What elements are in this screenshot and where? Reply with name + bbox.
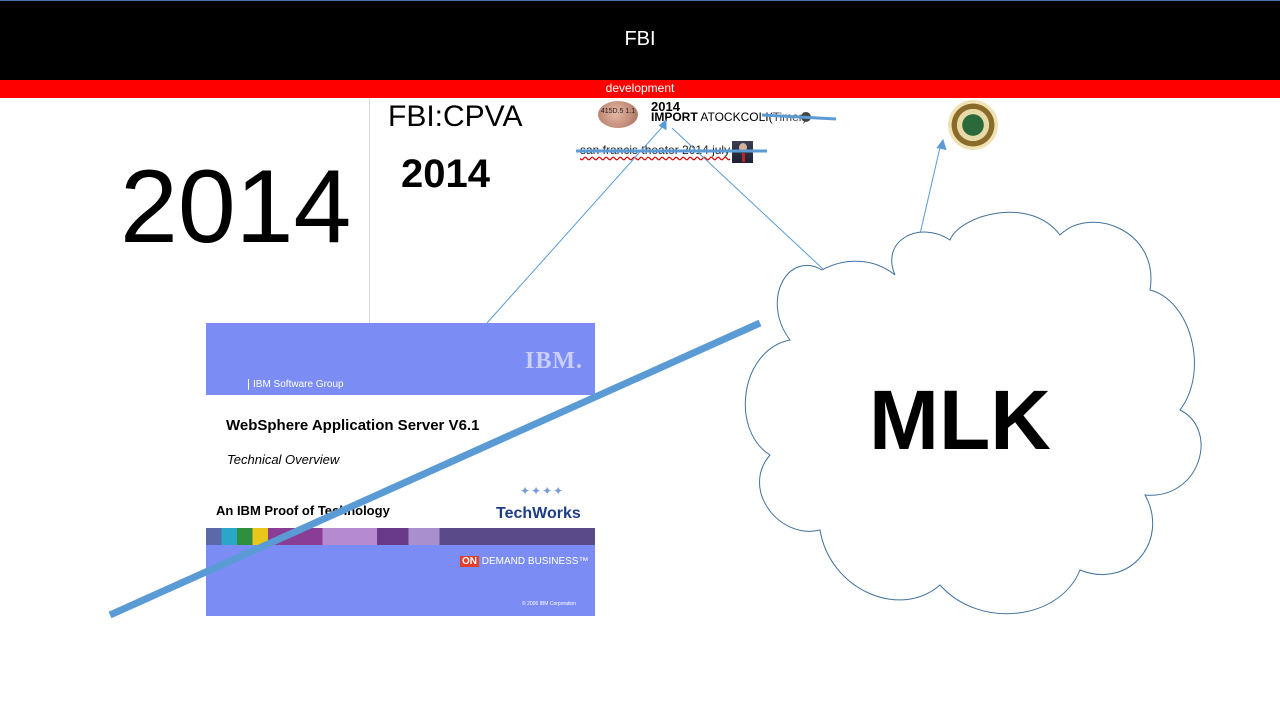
connector-line	[671, 127, 825, 271]
connector-line	[916, 142, 942, 248]
subtitle-bar	[0, 80, 1280, 98]
ondemand-on: ON	[460, 556, 479, 567]
arrowhead-icon	[658, 118, 667, 130]
ibm-slide-subtitle: Technical Overview	[227, 452, 340, 467]
person-face	[739, 143, 747, 152]
county-seal-image[interactable]	[948, 100, 998, 150]
techworks-logo: TechWorks	[496, 505, 581, 522]
connector-line	[486, 123, 666, 324]
cloud-shape	[744, 211, 1202, 615]
vertical-divider	[369, 98, 370, 324]
ibm-logo: IBM.	[525, 348, 583, 374]
person-tie	[742, 153, 745, 162]
ondemand-text: DEMAND BUSINESS™	[481, 556, 589, 567]
ondemand-logo: ON DEMAND BUSINESS™	[460, 556, 588, 567]
ibm-slide-title: WebSphere Application Server V6.1	[226, 417, 480, 434]
arrowhead-icon	[936, 138, 947, 151]
ibm-slide-body	[206, 395, 595, 528]
strike-line	[761, 113, 837, 121]
cloud-label[interactable]: MLK	[869, 373, 1051, 467]
big-year-text[interactable]: 2014	[120, 149, 352, 265]
brain-image[interactable]	[598, 101, 638, 128]
diagonal-strike-line	[108, 319, 762, 619]
brain-label: 415D.5 1.1	[600, 108, 636, 115]
header-bar	[0, 0, 1280, 80]
cpva-title[interactable]: FBI:CPVA	[388, 100, 523, 133]
header-title: FBI	[624, 28, 656, 50]
ibm-copyright: © 2006 IBM Corporation	[522, 601, 576, 607]
import-keyword: IMPORT	[651, 110, 698, 124]
ibm-slide-color-strip	[206, 528, 595, 545]
subtitle-text: development	[605, 81, 675, 95]
star-icon: ✦✦✦✦	[520, 484, 565, 498]
small-year-text[interactable]: 2014	[651, 99, 680, 114]
bold-year-text[interactable]: 2014	[401, 152, 490, 196]
ibm-group-label: IBM Software Group	[248, 379, 344, 390]
import-body: ATOCKCOLI(	[700, 110, 773, 124]
